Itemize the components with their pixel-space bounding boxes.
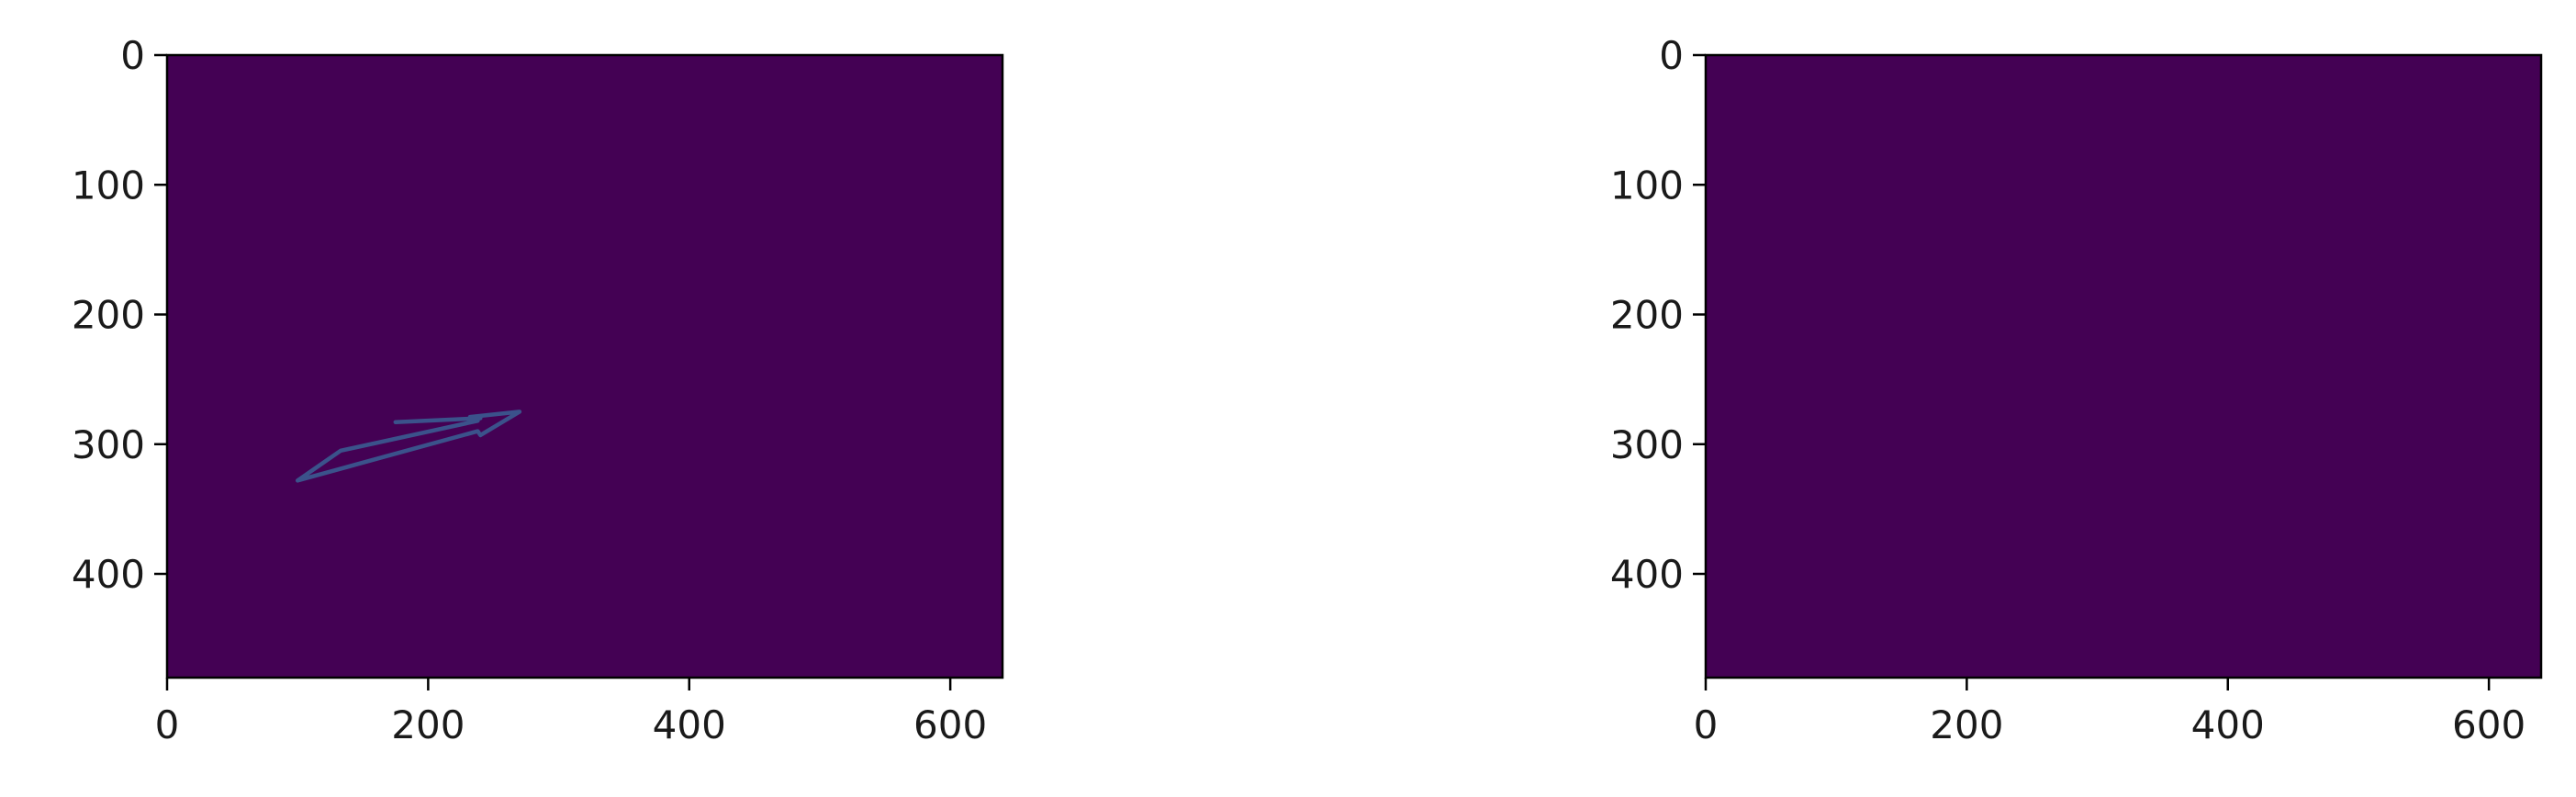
right-x-tick-label: 400 (2191, 702, 2265, 747)
right-image-panel: 0 200 400 600 0 100 200 300 400 (1610, 33, 2543, 747)
left-y-tick-label: 400 (72, 552, 145, 597)
right-y-axis: 0 100 200 300 400 (1610, 33, 1706, 597)
left-x-axis: 0 200 400 600 (155, 678, 987, 747)
left-x-tick-label: 600 (913, 702, 987, 747)
left-y-tick-label: 0 (120, 33, 145, 78)
right-image-area (1706, 55, 2541, 678)
right-y-tick-label: 0 (1659, 33, 1684, 78)
left-y-tick-label: 200 (72, 293, 145, 338)
left-annotations (295, 410, 522, 483)
right-y-tick-label: 400 (1610, 552, 1684, 597)
left-image-area (167, 55, 1002, 678)
right-x-axis: 0 200 400 600 (1694, 678, 2526, 747)
left-axes-frame (165, 53, 1004, 679)
left-y-axis: 0 100 200 300 400 (72, 33, 167, 597)
right-y-tick-label: 100 (1610, 163, 1684, 208)
left-x-tick-label: 400 (653, 702, 726, 747)
left-annotation-stroke-1 (393, 416, 483, 424)
right-y-tick-label: 300 (1610, 422, 1684, 467)
right-y-tick-label: 200 (1610, 293, 1684, 338)
left-y-tick-label: 100 (72, 163, 145, 208)
left-x-tick-label: 200 (391, 702, 465, 747)
right-x-tick-label: 0 (1694, 702, 1719, 747)
left-y-tick-label: 300 (72, 422, 145, 467)
left-annotation-arrow-0 (295, 410, 522, 483)
left-x-tick-label: 0 (155, 702, 180, 747)
right-axes-frame (1704, 53, 2543, 679)
right-x-tick-label: 600 (2452, 702, 2526, 747)
left-image-panel: 0 200 400 600 0 100 200 300 400 (72, 33, 1004, 747)
right-x-tick-label: 200 (1930, 702, 2003, 747)
